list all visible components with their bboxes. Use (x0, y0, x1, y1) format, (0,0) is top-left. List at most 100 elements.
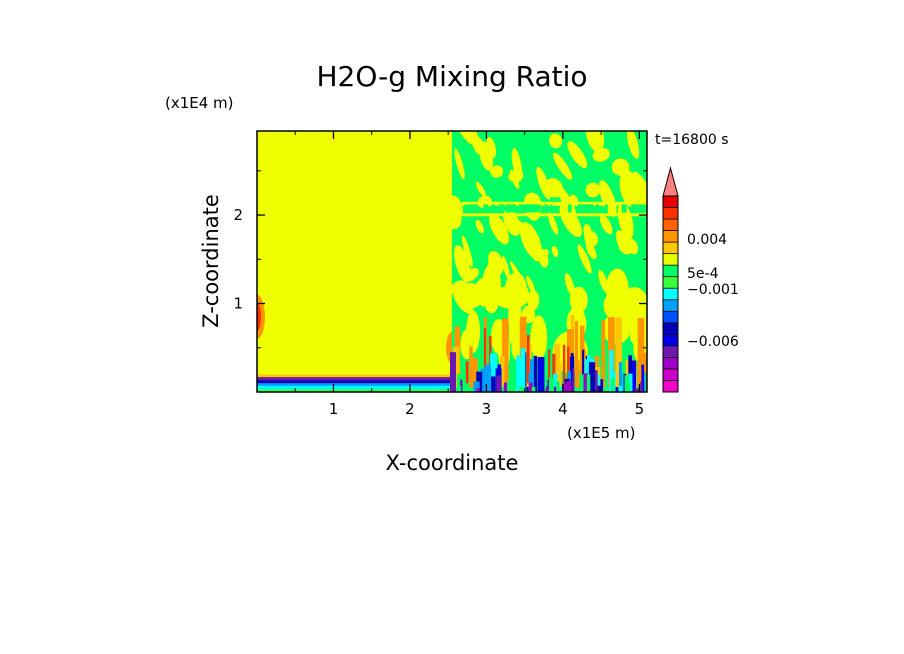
surface-layer (257, 389, 452, 392)
chart-title: H2O-g Mixing Ratio (316, 60, 587, 93)
boundary-layer (520, 347, 526, 392)
plume (465, 361, 469, 384)
plume (501, 318, 509, 388)
moisture-cell (466, 309, 481, 354)
boundary-layer (490, 376, 496, 392)
moisture-cell (569, 286, 588, 314)
boundary-layer (562, 383, 566, 392)
boundary-layer (630, 360, 637, 392)
surface-layer (257, 376, 452, 382)
x-tick-label: 3 (482, 400, 492, 418)
plume (554, 343, 561, 388)
band-gap (639, 204, 645, 213)
moisture-streak (585, 241, 597, 260)
colorbar-swatch (663, 380, 678, 392)
moisture-cell (530, 315, 548, 361)
boundary-layer (531, 386, 536, 392)
plume (452, 346, 460, 388)
boundary-layer (565, 382, 570, 392)
band-gap (538, 204, 541, 213)
band-gap (483, 204, 487, 213)
moisture-streak (548, 212, 559, 235)
boundary-layer (609, 349, 614, 392)
band-gap (595, 204, 599, 213)
surface-layer (257, 380, 452, 384)
boundary-layer (548, 377, 554, 392)
boundary-layer (528, 382, 533, 392)
boundary-layer (644, 373, 647, 392)
plume (615, 317, 622, 388)
boundary-layer (611, 377, 615, 392)
boundary-layer (496, 375, 501, 392)
boundary-layer (457, 386, 462, 392)
band-gap (644, 204, 647, 213)
colorbar-label: −0.006 (687, 334, 739, 350)
plume (469, 346, 473, 388)
colorbar-swatch (663, 207, 678, 220)
edge-blob (257, 302, 261, 331)
moisture-streak (585, 182, 601, 198)
boundary-layer (582, 349, 585, 392)
time-label: t=16800 s (655, 132, 729, 148)
boundary-layer (572, 367, 575, 392)
colorbar-swatch (663, 322, 678, 335)
band-gap (567, 204, 572, 213)
front (450, 352, 456, 392)
colorbar-label: −0.001 (687, 282, 739, 298)
moisture-streak (526, 275, 536, 295)
band-gap (468, 204, 474, 213)
moisture-streak (528, 227, 538, 253)
band-gap (525, 204, 531, 213)
colorbar-swatch (663, 288, 678, 300)
colorbar-swatch (663, 253, 678, 266)
band-gap (578, 204, 583, 213)
plume (574, 321, 579, 388)
boundary-layer (588, 362, 596, 392)
colorbar-swatch (663, 230, 678, 243)
colorbar-label: 0.004 (687, 232, 727, 248)
colorbar-label: 5e-4 (687, 266, 719, 282)
boundary-layer (556, 381, 560, 392)
band-gap (510, 204, 517, 213)
boundary-layer (579, 374, 584, 392)
band-gap (544, 204, 548, 213)
moisture-streak (469, 131, 481, 155)
band-gap (621, 204, 627, 213)
y-scale-label: (x1E4 m) (165, 94, 234, 112)
moisture-streak (615, 230, 630, 255)
plume (562, 344, 566, 384)
plume (601, 319, 606, 388)
moisture-streak (549, 133, 563, 149)
moisture-streak (455, 131, 474, 145)
moisture-streak (510, 169, 520, 190)
plume (625, 359, 632, 388)
band-gap (581, 204, 586, 213)
boundary-layer (459, 379, 463, 392)
band-gap (528, 204, 532, 213)
boundary-layer (510, 383, 516, 392)
band-gap (518, 204, 523, 213)
plume (483, 327, 487, 384)
moisture-streak (453, 244, 471, 282)
moisture-cell (527, 290, 540, 310)
x-tick-label: 1 (329, 400, 339, 418)
contour-field (257, 131, 647, 392)
boundary-layer (483, 367, 486, 392)
moisture-cell (493, 285, 529, 310)
boundary-layer (547, 379, 550, 392)
moisture-streak (475, 219, 484, 234)
x-scale-label: (x1E5 m) (567, 424, 636, 442)
band-gap (521, 204, 527, 213)
moisture-streak (585, 131, 605, 152)
boundary-layer (528, 372, 534, 392)
boundary-layer (586, 374, 591, 392)
surface-layer (257, 374, 452, 378)
plume (576, 360, 580, 388)
moisture-streak (599, 215, 613, 235)
moisture-streak (626, 131, 640, 159)
colorbar-swatch (663, 265, 678, 277)
plume (637, 318, 645, 388)
plume (643, 352, 647, 388)
boundary-layer (551, 386, 557, 392)
